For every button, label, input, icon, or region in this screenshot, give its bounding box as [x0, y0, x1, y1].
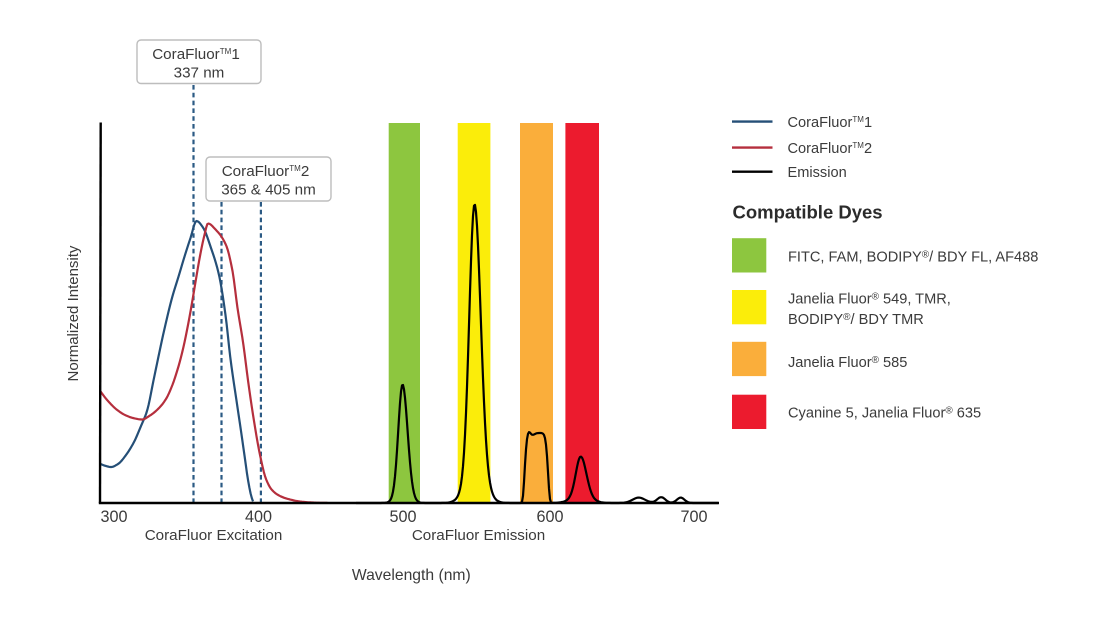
svg-text:CoraFluorTM2: CoraFluorTM2: [222, 163, 310, 180]
svg-text:CoraFluor Emission: CoraFluor Emission: [412, 527, 545, 544]
svg-text:Janelia Fluor® 585: Janelia Fluor® 585: [788, 355, 907, 371]
svg-text:Cyanine 5, Janelia Fluor® 635: Cyanine 5, Janelia Fluor® 635: [788, 405, 981, 421]
svg-text:365 & 405 nm: 365 & 405 nm: [221, 182, 316, 199]
svg-text:700: 700: [680, 508, 707, 526]
svg-text:FITC, FAM, BODIPY®/ BDY FL, AF: FITC, FAM, BODIPY®/ BDY FL, AF488: [788, 249, 1038, 265]
svg-text:CoraFluor Excitation: CoraFluor Excitation: [145, 527, 283, 544]
svg-text:400: 400: [245, 508, 272, 526]
svg-text:Emission: Emission: [788, 165, 847, 181]
svg-text:BODIPY®/ BDY TMR: BODIPY®/ BDY TMR: [788, 312, 924, 328]
svg-text:CoraFluorTM2: CoraFluorTM2: [788, 141, 873, 157]
svg-text:Wavelength (nm): Wavelength (nm): [352, 567, 471, 584]
svg-text:Janelia Fluor® 549, TMR,: Janelia Fluor® 549, TMR,: [788, 291, 951, 307]
svg-text:Normalized Intensity: Normalized Intensity: [65, 245, 82, 381]
svg-text:337 nm: 337 nm: [174, 65, 225, 82]
svg-text:500: 500: [389, 508, 416, 526]
svg-text:CoraFluorTM1: CoraFluorTM1: [152, 46, 240, 63]
svg-text:600: 600: [536, 508, 563, 526]
svg-text:Compatible Dyes: Compatible Dyes: [733, 202, 883, 223]
svg-text:CoraFluorTM1: CoraFluorTM1: [788, 115, 873, 131]
svg-text:300: 300: [100, 508, 127, 526]
